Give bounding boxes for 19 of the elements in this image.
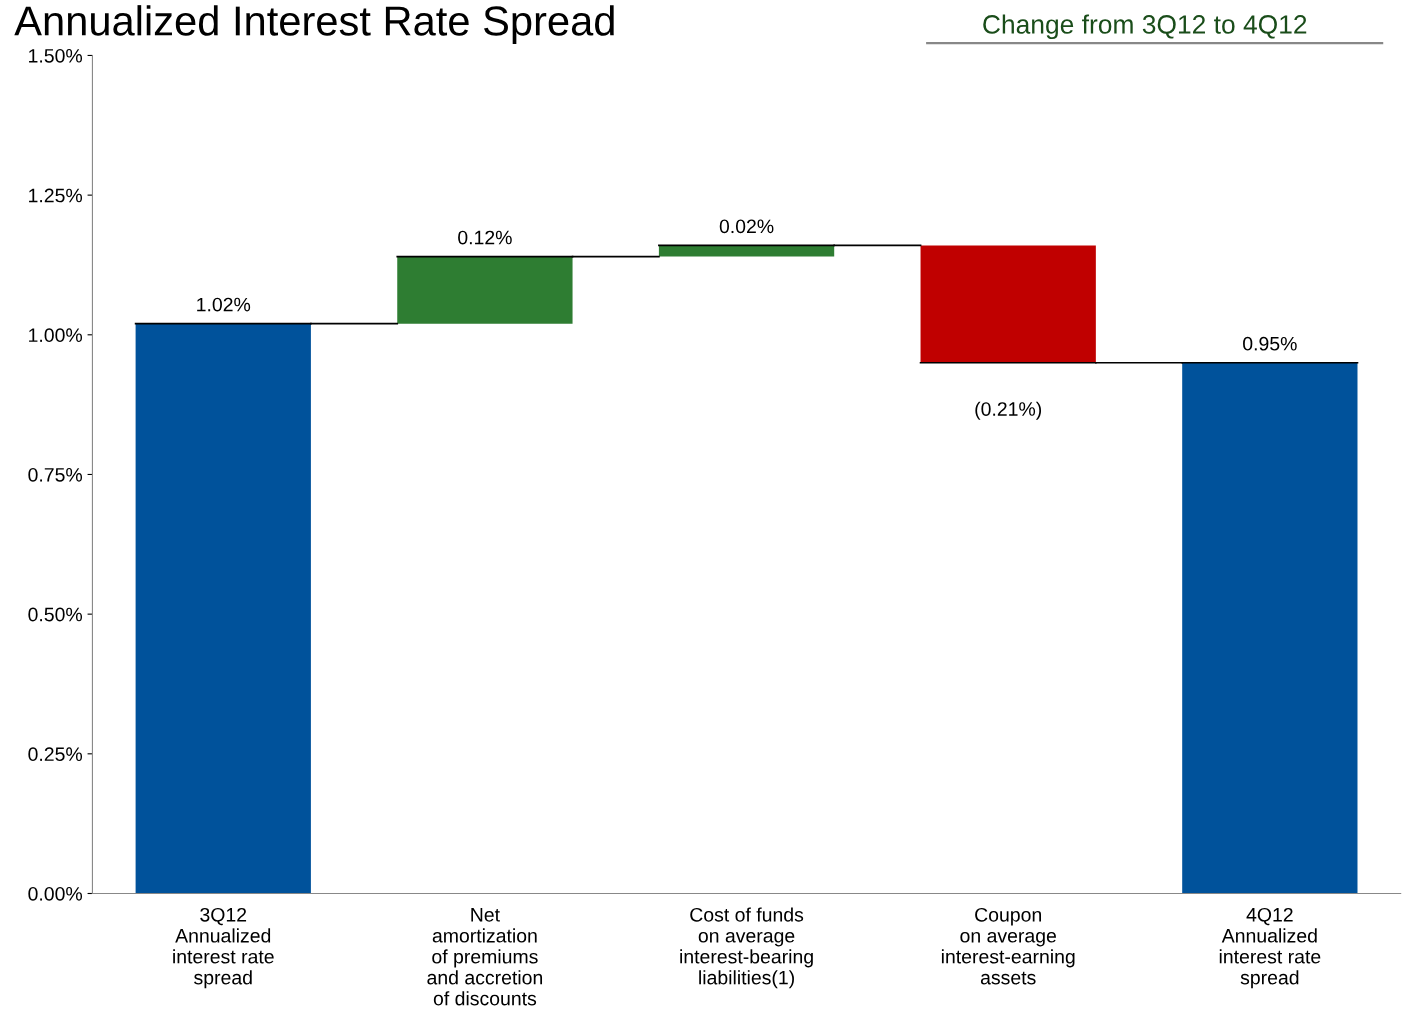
data-label: 1.02% [197, 297, 251, 312]
chart-title: Annualized Interest Rate Spread [14, 5, 614, 44]
y-tick-label: 0.25% [28, 747, 83, 762]
data-label: 0.02% [719, 219, 774, 234]
y-tick-label: 0.75% [28, 467, 83, 482]
y-tick-label: 0.00% [28, 886, 83, 901]
y-tick-label: 0.50% [28, 607, 83, 622]
x-tick-label: 4Q12 Annualized interest rate spread [1219, 907, 1321, 989]
x-tick-label: Coupon on average interest-earning assets [941, 907, 1075, 985]
y-tick-label: 1.50% [29, 48, 83, 63]
y-tick-label: 1.25% [29, 188, 83, 203]
x-tick-label: Cost of funds on average interest-bearing liabilities(1) [680, 907, 813, 989]
data-label: (0.21%) [975, 401, 1042, 420]
x-tick-label: 3Q12 Annualized interest rate spread [173, 907, 274, 989]
y-tick-label: 1.00% [29, 328, 83, 343]
data-label: 0.95% [1243, 336, 1297, 351]
chart-subtitle: Change from 3Q12 to 4Q12 [983, 14, 1307, 40]
data-label: 0.12% [458, 230, 512, 245]
x-tick-label: Net amortization of premiums and accretion of discounts [427, 908, 543, 1006]
